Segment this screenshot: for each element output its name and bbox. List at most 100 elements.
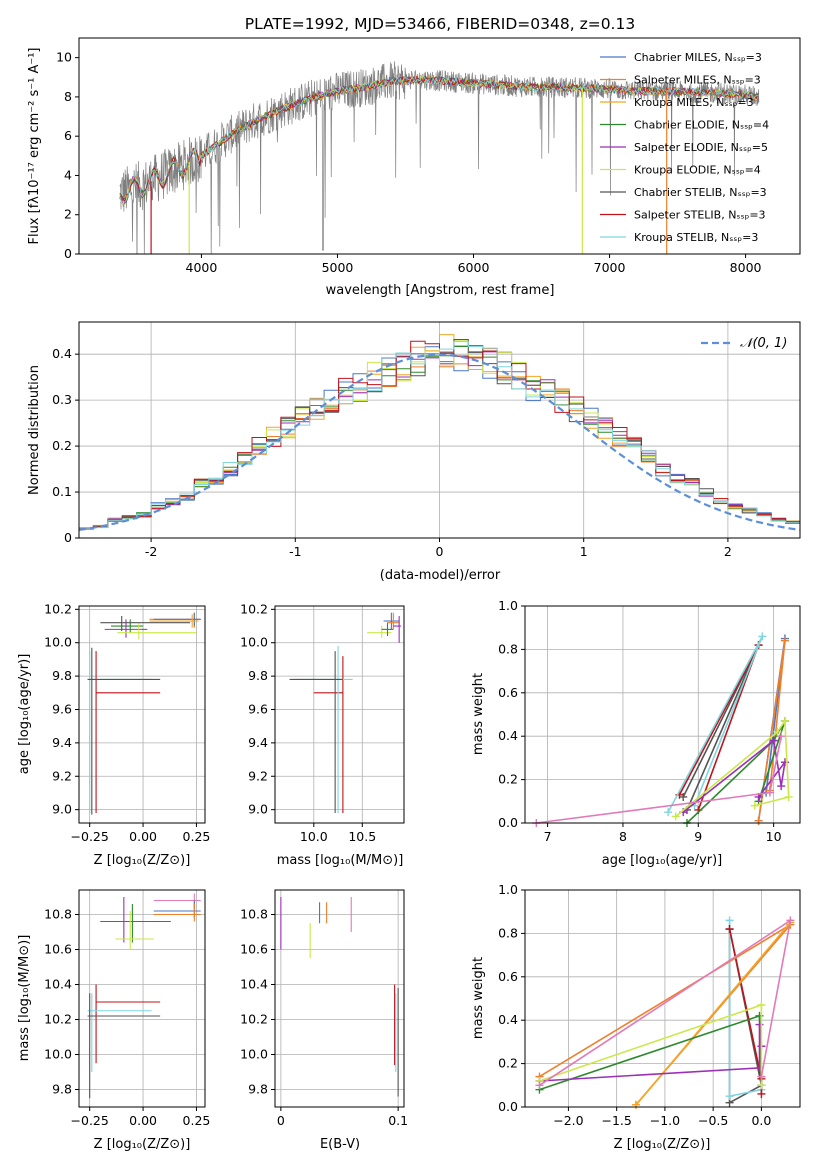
spectrum-ytick-label: 6 <box>64 128 72 143</box>
spectrum-xlabel: wavelength [Angstrom, rest frame] <box>326 283 555 298</box>
weight-vs-Z-ytick-label: 0.6 <box>498 969 518 984</box>
residuals-xtick-label: -1 <box>289 544 301 559</box>
age-vs-Z-ytick-label: 9.0 <box>52 802 72 817</box>
weight-vs-age-ytick-label: 0.8 <box>498 641 518 656</box>
weight-vs-age-point <box>750 801 759 810</box>
mass-vs-EBV-xtick-label: 0 <box>277 1113 285 1128</box>
residuals-ytick-label: 0.2 <box>52 438 72 453</box>
spectrum-observed-line <box>119 61 760 254</box>
residuals-xtick-label: 0 <box>436 544 444 559</box>
normal-curve <box>78 353 801 531</box>
weight-vs-age-point <box>773 727 782 736</box>
weight-vs-age-point <box>664 808 673 817</box>
weight-vs-Z-point <box>725 925 734 934</box>
age-vs-Z-ytick-label: 10.2 <box>44 601 72 616</box>
age-vs-Z-ytick-label: 10.0 <box>44 635 72 650</box>
spectrum-xtick-label: 4000 <box>186 260 218 275</box>
weight-vs-Z-series-line <box>539 1003 763 1086</box>
mass-vs-Z-xtick-label: 0.25 <box>183 1113 211 1128</box>
weight-vs-age-ytick-label: 0.4 <box>498 728 518 743</box>
weight-vs-Z-panel: Z [log₁₀(Z/Z⊙)] mass weight −2.0 −1.5 −1.0… <box>471 882 801 1152</box>
weight-vs-Z-xtick-label: −1.5 <box>601 1113 631 1128</box>
weight-vs-Z-ytick-label: 0.0 <box>498 1099 518 1114</box>
weight-vs-Z-xlabel: Z [log₁₀(Z/Z⊙)] <box>614 1137 711 1152</box>
residuals-ylabel: Normed distribution <box>27 365 42 495</box>
weight-vs-age-ylabel: mass weight <box>471 673 486 755</box>
age-vs-mass-xlabel: mass [log₁₀(M/M⊙)] <box>277 853 404 868</box>
spectrum-ytick-label: 4 <box>64 167 72 182</box>
weight-vs-Z-xtick-label: −2.0 <box>553 1113 583 1128</box>
legend-label: Chabrier MILES, Nₛₛₚ=3 <box>634 51 762 64</box>
weight-vs-Z-xtick-label: −0.5 <box>698 1113 728 1128</box>
mass-vs-EBV-ytick-label: 9.8 <box>248 1082 268 1097</box>
spectrum-model-line <box>119 74 759 206</box>
spectrum-ytick-label: 0 <box>64 246 72 261</box>
legend-label: Chabrier STELIB, Nₛₛₚ=3 <box>634 186 767 199</box>
age-vs-Z-xlabel: Z [log₁₀(Z/Z⊙)] <box>94 853 191 868</box>
age-vs-mass-ytick-label: 9.6 <box>248 701 268 716</box>
weight-vs-Z-point <box>757 1072 766 1081</box>
weight-vs-age-point <box>765 788 774 797</box>
weight-vs-age-series-line <box>682 644 760 811</box>
age-vs-Z-ytick-label: 9.4 <box>52 735 72 750</box>
spectrum-xtick-label: 7000 <box>594 260 626 275</box>
residuals-ytick-label: 0.1 <box>52 484 72 499</box>
weight-vs-age-point <box>780 636 789 645</box>
mass-vs-Z-ytick-label: 9.8 <box>52 1082 72 1097</box>
age-vs-mass-ytick-label: 10.2 <box>240 601 268 616</box>
legend-label: Kroupa MILES, Nₛₛₚ=3 <box>634 96 754 109</box>
mass-vs-Z-ytick-label: 10.4 <box>44 977 72 992</box>
spectrum-frame <box>78 37 801 255</box>
mass-vs-EBV-ytick-label: 10.6 <box>240 942 268 957</box>
legend-label: Chabrier ELODIE, Nₛₛₚ=4 <box>634 119 769 132</box>
residual-histogram-step <box>79 340 800 529</box>
age-vs-Z-xtick-label: 0.00 <box>129 829 157 844</box>
legend-label: Kroupa ELODIE, Nₛₛₚ=4 <box>634 164 761 177</box>
weight-vs-Z-point <box>786 916 795 925</box>
spectrum-model-line <box>119 76 759 206</box>
weight-vs-age-xtick-label: 8 <box>619 829 627 844</box>
mass-vs-EBV-xtick-label: 0.1 <box>388 1113 408 1128</box>
weight-vs-Z-point <box>757 1089 766 1098</box>
weight-vs-Z-point <box>535 1081 544 1090</box>
residuals-xtick-label: 2 <box>724 544 732 559</box>
spectrum-xtick-label: 6000 <box>458 260 490 275</box>
mass-vs-EBV-ytick-label: 10.0 <box>240 1047 268 1062</box>
residuals-ytick-label: 0.4 <box>52 346 72 361</box>
spectrum-xtick-label: 8000 <box>730 260 762 275</box>
mass-vs-EBV-ytick-label: 10.2 <box>240 1012 268 1027</box>
residuals-xtick-label: 1 <box>580 544 588 559</box>
residuals-xlabel: (data-model)/error <box>380 568 501 583</box>
weight-vs-age-ytick-label: 0.0 <box>498 815 518 830</box>
weight-vs-age-point <box>754 816 763 825</box>
weight-vs-Z-xtick-label: −1.0 <box>650 1113 680 1128</box>
age-vs-mass-xtick-label: 10.0 <box>300 829 328 844</box>
weight-vs-age-point <box>769 736 778 745</box>
weight-vs-Z-point <box>725 1092 734 1101</box>
spectrum-title: PLATE=1992, MJD=53466, FIBERID=0348, z=0… <box>245 15 635 33</box>
mass-vs-Z-xtick-label: 0.00 <box>129 1113 157 1128</box>
legend-label: Kroupa STELIB, Nₛₛₚ=3 <box>634 231 758 244</box>
legend-label: Salpeter STELIB, Nₛₛₚ=3 <box>634 209 766 222</box>
mass-vs-Z-ytick-label: 10.0 <box>44 1047 72 1062</box>
weight-vs-age-ytick-label: 1.0 <box>498 598 518 613</box>
weight-vs-Z-ytick-label: 0.2 <box>498 1056 518 1071</box>
age-vs-mass-ytick-label: 9.2 <box>248 768 268 783</box>
weight-vs-Z-ylabel: mass weight <box>471 957 486 1039</box>
spectrum-ylabel: Flux [fλ10⁻¹⁷ erg cm⁻² s⁻¹ A⁻¹] <box>27 48 42 245</box>
weight-vs-age-point <box>777 782 786 791</box>
residual-histogram-step <box>79 341 800 530</box>
weight-vs-age-xtick-label: 7 <box>544 829 552 844</box>
spectrum-legend: Chabrier MILES, Nₛₛₚ=3 Salpeter MILES, Nₛ… <box>600 51 769 244</box>
weight-vs-age-point <box>784 792 793 801</box>
spectrum-model-line <box>119 75 759 203</box>
weight-vs-age-panel: age [log₁₀(age/yr)] mass weight 7 8 9 10 0.0… <box>471 598 801 868</box>
weight-vs-Z-point <box>755 1011 764 1020</box>
age-vs-mass-ytick-label: 9.4 <box>248 735 268 750</box>
mass-vs-Z-ytick-label: 10.2 <box>44 1012 72 1027</box>
weight-vs-age-point <box>758 632 767 641</box>
weight-vs-Z-xtick-label: 0.0 <box>751 1113 771 1128</box>
weight-vs-Z-ytick-label: 0.8 <box>498 925 518 940</box>
mass-vs-EBV-ytick-label: 10.4 <box>240 977 268 992</box>
